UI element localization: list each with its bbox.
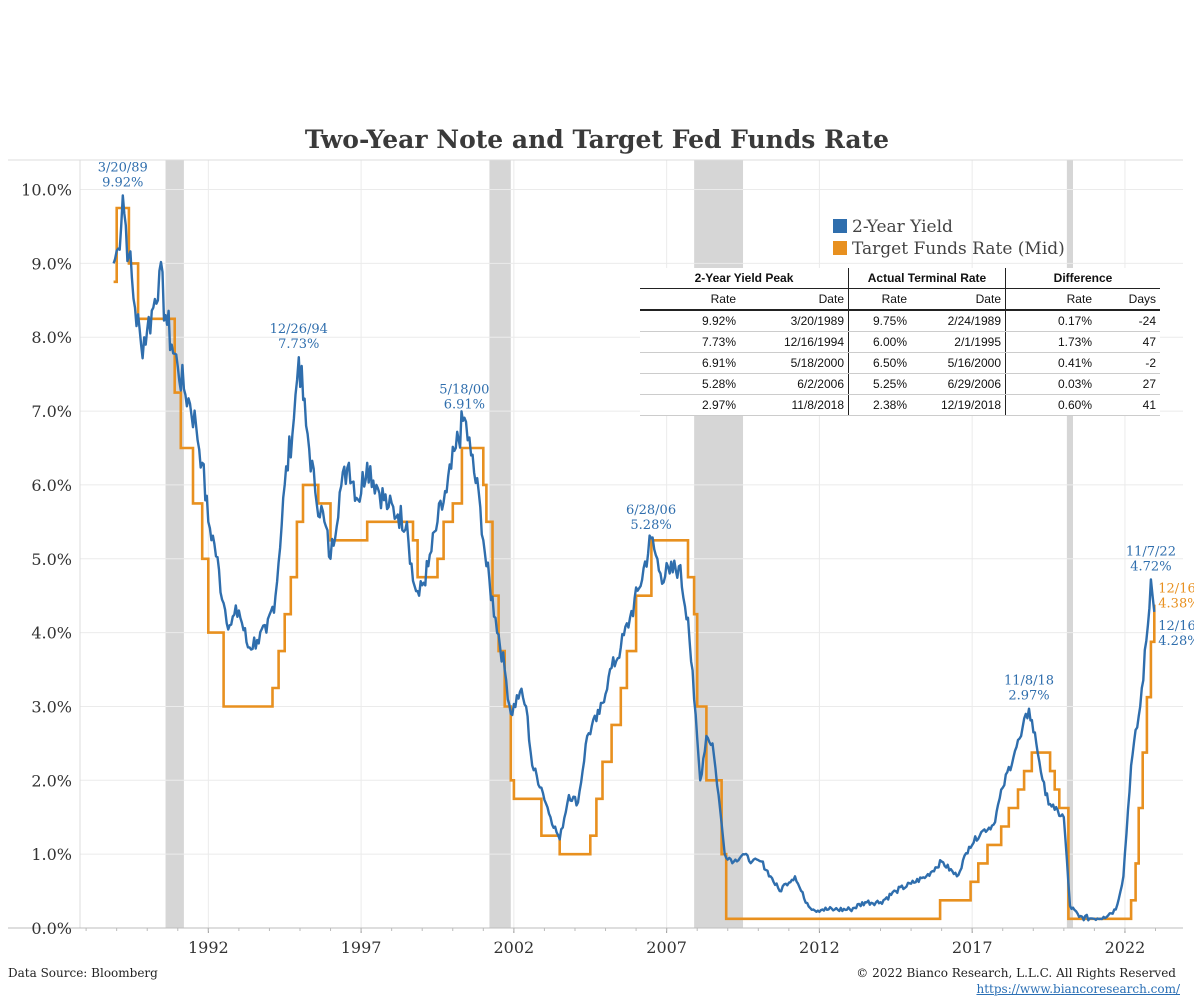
table-cell: -24 [1096,310,1160,332]
table-group-header: 2-Year Yield Peak [640,268,849,289]
annotation-date: 3/20/89 [98,160,148,175]
annotation-date: 6/28/06 [626,503,676,518]
table-cell: 0.60% [1005,394,1096,416]
legend-swatch [833,241,847,255]
recession-band [165,160,184,928]
table-column-header: Days [1096,288,1160,311]
annotation-date: 11/8/18 [1004,674,1054,689]
table-row: 6.91% 5/18/2000 6.50% 5/16/2000 0.41% -2 [640,352,1160,374]
y-tick-label: 7.0% [31,402,72,421]
legend-label: Target Funds Rate (Mid) [852,239,1065,259]
annotation-date: 5/18/00 [439,383,489,398]
annotation-value: 4.38% [1158,597,1194,612]
annotation-value: 7.73% [278,337,319,352]
copyright: © 2022 Bianco Research, L.L.C. All Right… [856,966,1176,980]
table-cell: 2/1/1995 [911,331,1006,353]
data-source: Data Source: Bloomberg [8,966,158,980]
table-cell: -2 [1096,352,1160,374]
table-cell: 12/16/1994 [740,331,849,353]
recession-band [1066,160,1074,928]
x-tick-label: 2012 [799,938,840,957]
y-tick-label: 1.0% [31,845,72,864]
table-cell: 3/20/1989 [740,310,849,332]
y-tick-label: 5.0% [31,550,72,569]
recession-band [489,160,511,928]
table-cell: 6.00% [848,331,911,353]
peak-table: 2-Year Yield Peak Actual Terminal Rate D… [640,268,1160,416]
table-column-header: Date [911,288,1006,311]
x-tick-label: 2007 [646,938,687,957]
table-cell: 27 [1096,373,1160,395]
table-column-header: Rate [640,288,740,311]
x-tick-label: 2022 [1105,938,1146,957]
table-cell: 41 [1096,394,1160,416]
table-cell: 5.28% [640,373,740,395]
table-cell: 2.38% [848,394,911,416]
table-row: 5.28% 6/2/2006 5.25% 6/29/2006 0.03% 27 [640,373,1160,395]
annotation-value: 4.72% [1130,559,1171,574]
table-cell: 5.25% [848,373,911,395]
website-link[interactable]: https://www.biancoresearch.com/ [976,982,1180,996]
y-tick-label: 8.0% [31,328,72,347]
table-column-header: Date [740,288,849,311]
table-column-header: Rate [848,288,911,311]
annotation-value: 6.91% [444,398,485,413]
y-tick-label: 6.0% [31,476,72,495]
table-cell: 12/19/2018 [911,394,1006,416]
table-cell: 6.91% [640,352,740,374]
table-row: 9.92% 3/20/1989 9.75% 2/24/1989 0.17% -24 [640,310,1160,332]
target-funds-rate-line [113,206,1156,921]
table-cell: 1.73% [1005,331,1096,353]
y-tick-label: 3.0% [31,697,72,716]
table-cell: 9.75% [848,310,911,332]
table-cell: 6/2/2006 [740,373,849,395]
table-cell: 2.97% [640,394,740,416]
table-group-header: Difference [1005,268,1160,289]
table-group-header: Actual Terminal Rate [848,268,1006,289]
x-tick-label: 1997 [341,938,382,957]
table-cell: 0.17% [1005,310,1096,332]
annotation-date: 12/26/94 [270,322,328,337]
annotation-value: 2.97% [1008,689,1049,704]
x-tick-label: 2017 [952,938,993,957]
y-tick-label: 4.0% [31,624,72,643]
table-cell: 11/8/2018 [740,394,849,416]
x-tick-label: 2002 [494,938,535,957]
annotation-date: 11/7/22 [1126,544,1176,559]
table-row: 2.97% 11/8/2018 2.38% 12/19/2018 0.60% 41 [640,394,1160,416]
table-column-header: Rate [1005,288,1096,311]
legend-swatch [833,219,847,233]
y-tick-label: 0.0% [31,919,72,938]
annotation-value: 9.92% [102,175,143,190]
two-year-yield-line [112,194,1156,922]
table-row: 7.73% 12/16/1994 6.00% 2/1/1995 1.73% 47 [640,331,1160,353]
annotation-date: 12/16/22 [1158,619,1194,634]
table-cell: 5/16/2000 [911,352,1006,374]
table-cell: 0.41% [1005,352,1096,374]
table-cell: 6.50% [848,352,911,374]
table-cell: 9.92% [640,310,740,332]
table-cell: 0.03% [1005,373,1096,395]
table-cell: 7.73% [640,331,740,353]
table-cell: 2/24/1989 [911,310,1006,332]
y-tick-label: 9.0% [31,254,72,273]
annotation-value: 5.28% [630,518,671,533]
y-tick-label: 10.0% [21,181,72,200]
table-cell: 6/29/2006 [911,373,1006,395]
table-cell: 5/18/2000 [740,352,849,374]
table-cell: 47 [1096,331,1160,353]
y-tick-label: 2.0% [31,771,72,790]
annotation-date: 12/16/22 [1158,582,1194,597]
chart-title: Two-Year Note and Target Fed Funds Rate [305,125,889,154]
annotation-value: 4.28% [1158,634,1194,649]
legend-label: 2-Year Yield [852,217,953,237]
x-tick-label: 1992 [188,938,229,957]
